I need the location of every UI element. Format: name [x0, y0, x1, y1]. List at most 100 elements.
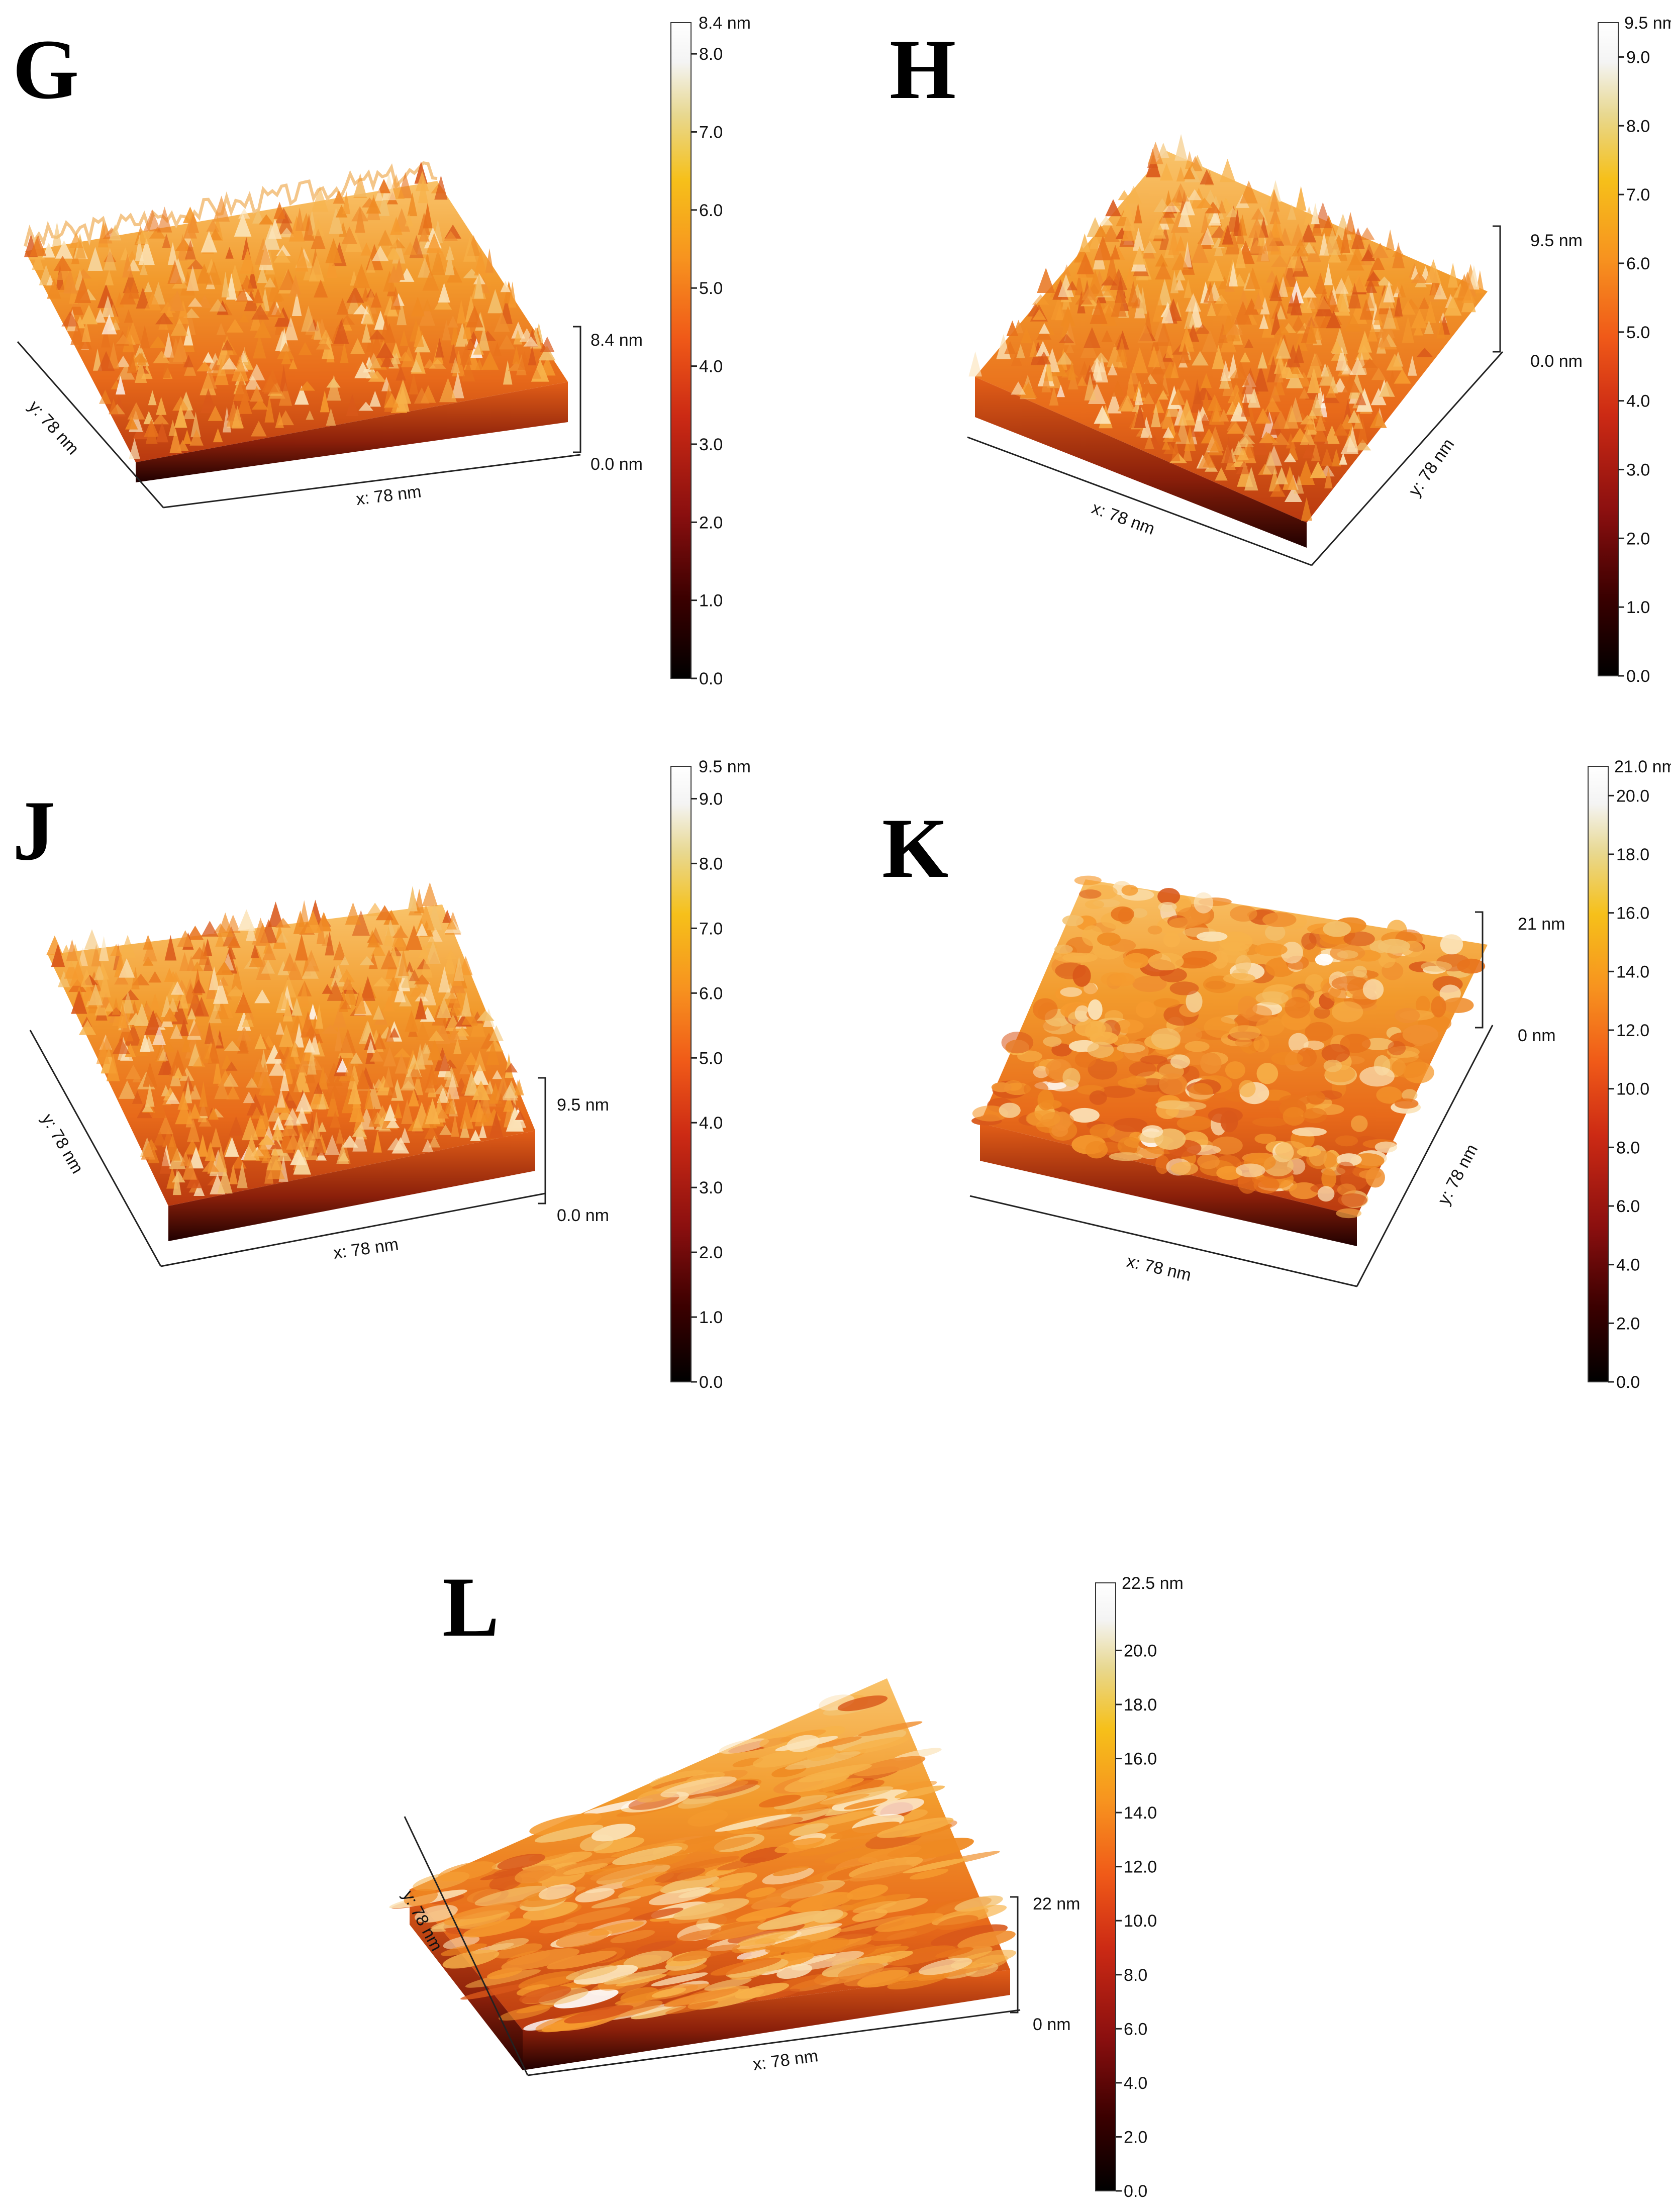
panel-h-surface-feature: [1370, 388, 1387, 406]
panel-g-surface-feature: [445, 251, 455, 275]
panel-g-surface-feature: [366, 197, 381, 214]
panel-h-colorbar-tick-label: 5.0: [1626, 323, 1650, 342]
panel-j-surface-feature: [237, 909, 255, 931]
panel-h-surface-feature: [1183, 241, 1192, 268]
panel-g-colorbar-ticks: 8.0 7.0 6.0 5.0 4.0 3.0 2.0 1.0 0.0: [691, 45, 723, 688]
panel-j-surface-feature: [250, 944, 259, 958]
panel-h: H x: 78 nm y: 78 nm 9.5 nm 0.0 nm 9.5 nm…: [890, 14, 1671, 686]
panel-k-y-axis-label: y: 78 nm: [1434, 1141, 1482, 1208]
panel-g-surface-feature: [407, 192, 418, 217]
panel-g-surface-feature: [206, 261, 222, 285]
panel-g-surface-feature: [244, 375, 261, 390]
panel-g-surface-feature: [450, 357, 460, 373]
panel-g-surface-feature: [336, 298, 349, 315]
panel-g-surface-feature: [312, 219, 325, 237]
panel-k-surface-feature: [1001, 1032, 1034, 1054]
panel-h-surface-feature: [1340, 226, 1350, 253]
panel-h-surface-feature: [1226, 418, 1242, 431]
panel-h-surface-feature: [1206, 287, 1216, 314]
panel-h-surface-feature: [1185, 151, 1195, 169]
panel-g-surface-feature: [532, 368, 542, 379]
panel-g-surface-feature: [368, 370, 386, 382]
panel-h-surface-feature: [1253, 365, 1268, 392]
panel-g-surface-feature: [32, 252, 44, 270]
panel-l-surface-feature: [762, 1867, 814, 1885]
panel-j-surface-feature: [284, 1108, 301, 1126]
panel-k-colorbar: 21.0 nm 20.0 18.0 16.0 14.0 12.0 10.0 8.0 6.0 4.…: [1588, 757, 1671, 1392]
panel-h-surface-feature: [1236, 461, 1252, 474]
panel-l-surface-feature: [501, 1948, 580, 1971]
panel-g-surface-feature: [139, 262, 148, 275]
panel-k-surface-feature: [1305, 1022, 1333, 1042]
panel-j-surface-feature: [218, 976, 229, 986]
panel-g-surface-feature: [446, 266, 463, 283]
panel-h-surface-feature: [1244, 338, 1254, 348]
panel-k-surface-feature: [1254, 1134, 1276, 1144]
panel-l-surface-feature: [857, 1969, 909, 1988]
panel-l-surface-feature: [790, 1892, 853, 1913]
panel-j-surface-feature: [330, 1111, 341, 1128]
panel-j-surface-feature: [472, 1080, 490, 1100]
panel-g-surface-feature: [139, 325, 150, 349]
panel-h-surface-feature: [1364, 278, 1378, 293]
panel-j-surface-feature: [187, 1119, 200, 1142]
panel-l-x-axis-label: x: 78 nm: [752, 2046, 819, 2074]
panel-l-surface-feature: [746, 1887, 776, 1898]
panel-l-surface-feature: [909, 1868, 949, 1880]
panel-j-surface-feature: [164, 935, 177, 961]
panel-g-surface-feature: [442, 320, 451, 341]
panel-k-colorbar-tick-label: 4.0: [1616, 1256, 1640, 1275]
panel-l-surface-feature: [715, 1814, 792, 1832]
panel-j-surface-feature: [227, 985, 245, 996]
panel-h-surface-feature: [1225, 208, 1240, 218]
panel-j-surface-feature: [112, 1038, 130, 1054]
panel-h-surface-feature: [1383, 306, 1397, 329]
panel-l-z-bottom-label: 0 nm: [1033, 2015, 1071, 2034]
panel-k-surface-feature: [1216, 1166, 1242, 1180]
panel-k-surface-feature: [1255, 991, 1289, 1005]
panel-j-surface-feature: [165, 1091, 180, 1104]
panel-l-surface-feature: [651, 1987, 686, 1998]
panel-g-surface-feature: [221, 339, 234, 351]
panel-h-surface-feature: [1171, 438, 1181, 461]
panel-h-surface-feature: [1321, 448, 1333, 466]
panel-l-surface-feature: [844, 1798, 888, 1810]
panel-k-surface-feature: [1158, 1073, 1188, 1095]
panel-j-surface-feature: [394, 1102, 403, 1119]
panel-g-surface-feature: [463, 268, 480, 278]
panel-k-colorbar-tick-label: 14.0: [1616, 962, 1649, 981]
panel-h-surface-feature: [1436, 317, 1445, 339]
panel-j-surface-feature: [312, 1112, 321, 1139]
panel-j-surface-feature: [171, 971, 180, 982]
panel-j-surface-feature: [152, 1026, 166, 1046]
panel-l-surface-feature: [756, 1817, 803, 1830]
panel-g-surface-feature: [409, 373, 419, 394]
panel-g-colorbar-tick-label: 6.0: [699, 201, 723, 220]
panel-l-surface-feature: [930, 1924, 1008, 1947]
panel-j-surface-feature: [170, 1024, 183, 1039]
panel-j-surface-feature: [386, 1118, 400, 1128]
panel-j-colorbar-tick-label: 0.0: [699, 1373, 723, 1392]
panel-h-surface-feature: [1243, 418, 1255, 436]
panel-h-surface-feature: [1066, 280, 1078, 290]
panel-j-surface-feature: [413, 1072, 424, 1095]
panel-g-surface-feature: [431, 248, 445, 275]
panel-j-surface-feature: [327, 980, 344, 1001]
panel-h-surface-feature: [1383, 280, 1395, 303]
panel-h-surface-feature: [1134, 386, 1143, 405]
panel-g-surface-feature: [366, 353, 381, 368]
panel-g-surface-feature: [101, 324, 111, 348]
panel-h-surface-feature: [1172, 431, 1182, 442]
panel-g-surface-texture: [24, 161, 556, 460]
panel-h-surface-feature: [1378, 333, 1391, 348]
panel-j-surface-feature: [336, 1059, 349, 1073]
panel-k-surface-feature: [1302, 1108, 1327, 1124]
panel-k-colorbar-tick-label: 6.0: [1616, 1197, 1640, 1216]
panel-h-surface-feature: [1386, 229, 1395, 250]
panel-j-surface-feature: [142, 1062, 158, 1087]
panel-h-surface-feature: [1388, 369, 1397, 389]
panel-j-surface-feature: [460, 1120, 470, 1138]
panel-g-surface-feature: [266, 300, 282, 317]
panel-h-surface-feature: [1170, 388, 1186, 405]
panel-j-colorbar-bar: [670, 766, 692, 1382]
